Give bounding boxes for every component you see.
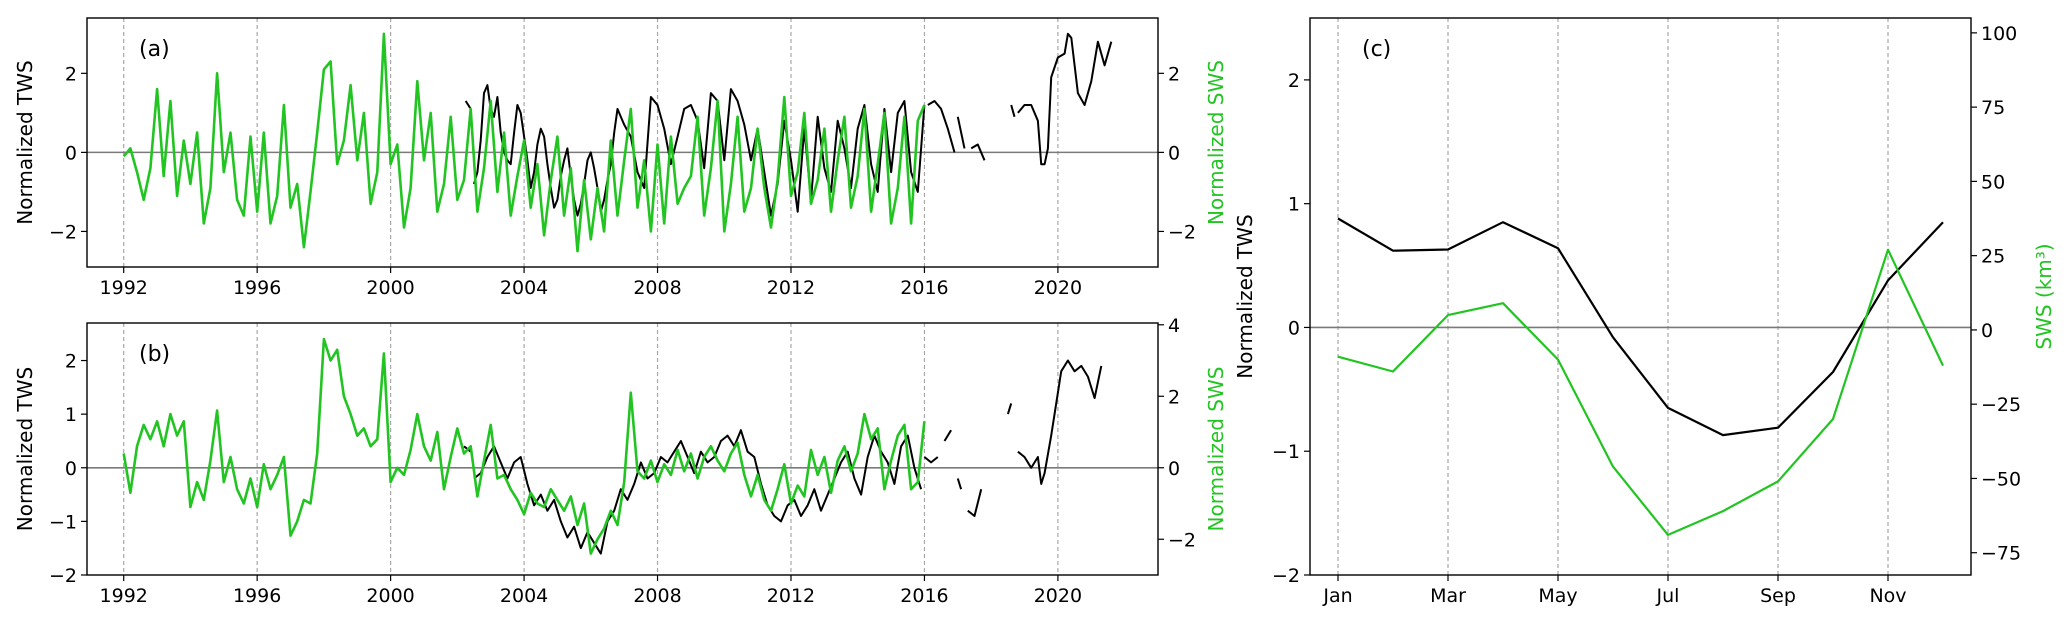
series-line-tws — [1337, 217, 1944, 437]
x-tick-label: Sep — [1760, 585, 1796, 607]
y-tick-label: 0 — [1288, 317, 1300, 339]
plot-frame — [86, 322, 1159, 576]
x-tick-label: 2020 — [1034, 585, 1082, 607]
series-sws — [122, 337, 926, 555]
series-segment-tws — [956, 478, 963, 490]
panel-b: 1992 1996 2000 2004 2008 2012 2016 2020 −2 −1 0 1 2 −… — [13, 315, 1228, 607]
series-segment-tws — [464, 100, 472, 110]
series-segment-tws — [967, 488, 983, 517]
y-tick-label: −2 — [49, 565, 77, 587]
x-tick-label: 2012 — [767, 585, 815, 607]
y-tick-label: 2 — [1288, 70, 1300, 92]
series-tws — [463, 359, 1103, 555]
y2-tick-label: 2 — [1168, 63, 1180, 85]
y-tick-label: −1 — [49, 511, 77, 533]
x-tick-label: 2016 — [900, 585, 948, 607]
series-segment-tws — [473, 84, 926, 217]
y2-tick-label: −75 — [1981, 543, 2021, 565]
y-tick-label: −1 — [1272, 441, 1300, 463]
x-tick-label: May — [1538, 585, 1577, 607]
y-axis-label: Normalized TWS — [13, 60, 37, 224]
x-tick-label: 2004 — [500, 277, 548, 299]
y2-axis-label: SWS (km³) — [2032, 243, 2056, 349]
x-tick-label: 2016 — [900, 277, 948, 299]
y2-axis-label: Normalized SWS — [1204, 60, 1228, 225]
series-sws — [1337, 248, 1944, 537]
y-tick-label: 1 — [65, 404, 77, 426]
series-line-sws — [1337, 248, 1944, 537]
x-tick-label: Jul — [1656, 585, 1680, 607]
y2-tick-label: 50 — [1981, 171, 2005, 193]
y-axis-label: Normalized TWS — [13, 367, 37, 531]
y-tick-label: 0 — [65, 458, 77, 480]
y2-tick-label: 4 — [1168, 315, 1180, 337]
series-segment-tws — [943, 429, 952, 442]
series-sws — [122, 32, 926, 253]
x-tick-label: Mar — [1430, 585, 1466, 607]
series-segment-tws — [927, 100, 956, 153]
y2-tick-label: −2 — [1168, 221, 1196, 243]
plot-frame — [86, 17, 1159, 268]
series-segment-tws — [970, 143, 986, 161]
y-axis-label: Normalized TWS — [1233, 214, 1257, 378]
y2-tick-label: 25 — [1981, 246, 2005, 268]
y-tick-label: −2 — [49, 221, 77, 243]
series-segment-tws — [1017, 359, 1103, 485]
y-tick-label: 0 — [65, 142, 77, 164]
x-tick-label: 1992 — [100, 585, 148, 607]
series-tws — [464, 32, 1113, 217]
x-tick-label: 2008 — [633, 585, 681, 607]
x-tick-label: 2000 — [366, 585, 414, 607]
y2-axis-label: Normalized SWS — [1204, 367, 1228, 532]
x-tick-label: 2000 — [366, 277, 414, 299]
series-segment-tws — [1010, 104, 1016, 118]
y2-tick-label: −25 — [1981, 394, 2021, 416]
x-tick-label: Nov — [1869, 585, 1906, 607]
y2-tick-label: −2 — [1168, 529, 1196, 551]
y2-tick-label: −50 — [1981, 468, 2021, 490]
series-segment-tws — [1017, 32, 1113, 166]
series-segment-sws — [122, 32, 926, 253]
panel-label: (c) — [1362, 37, 1391, 62]
series-segment-tws — [923, 456, 939, 464]
y2-tick-label: 2 — [1168, 386, 1180, 408]
x-tick-label: 2008 — [633, 277, 681, 299]
x-tick-label: 2020 — [1034, 277, 1082, 299]
plot-frame — [1309, 17, 1972, 576]
x-tick-label: 1992 — [100, 277, 148, 299]
y-tick-label: 1 — [1288, 194, 1300, 216]
series-segment-tws — [956, 116, 966, 149]
y2-tick-label: 0 — [1168, 142, 1180, 164]
panel-label: (b) — [139, 342, 170, 367]
panel-c: Jan Mar May Jul Sep Nov −2 −1 0 1 2 −75 −50 −25 0 25 50 7… — [1233, 17, 2056, 607]
series-tws — [1337, 217, 1944, 437]
y-tick-label: 2 — [65, 351, 77, 373]
series-segment-tws — [1006, 403, 1013, 415]
x-tick-label: 1996 — [233, 585, 281, 607]
y-tick-label: −2 — [1272, 565, 1300, 587]
x-tick-label: 1996 — [233, 277, 281, 299]
x-tick-label: Jan — [1322, 585, 1352, 607]
panel-label: (a) — [139, 37, 170, 62]
y2-tick-label: 0 — [1168, 458, 1180, 480]
x-tick-label: 2012 — [767, 277, 815, 299]
series-segment-sws — [122, 337, 926, 555]
y-tick-label: 2 — [65, 63, 77, 85]
y2-tick-label: 100 — [1981, 23, 2017, 45]
y2-tick-label: 0 — [1981, 320, 1993, 342]
x-tick-label: 2004 — [500, 585, 548, 607]
series-segment-tws — [473, 429, 923, 555]
panel-a: 1992 1996 2000 2004 2008 2012 2016 2020 −2 0 2 −2 0 2… — [13, 17, 1228, 299]
y2-tick-label: 75 — [1981, 97, 2005, 119]
